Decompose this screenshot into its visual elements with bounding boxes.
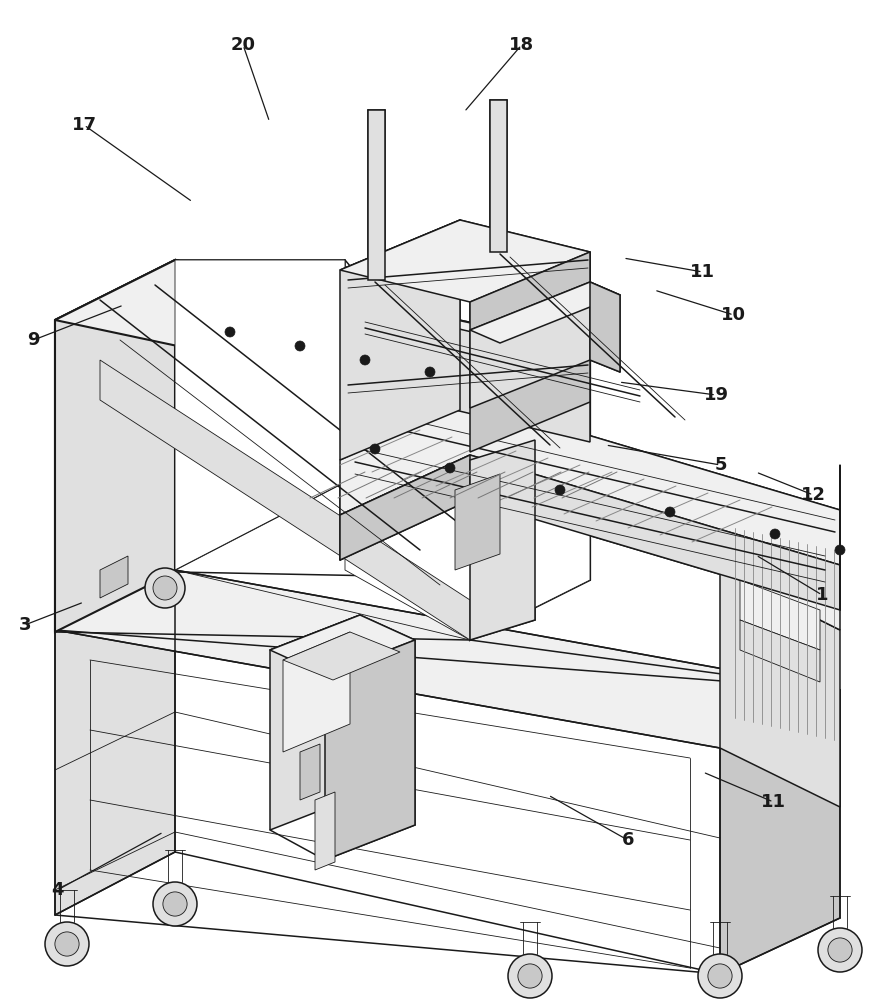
- Circle shape: [425, 367, 435, 377]
- Circle shape: [445, 463, 455, 473]
- Polygon shape: [300, 744, 320, 800]
- Circle shape: [828, 938, 852, 962]
- Polygon shape: [100, 360, 470, 640]
- Polygon shape: [340, 455, 470, 560]
- Polygon shape: [55, 570, 175, 915]
- Polygon shape: [470, 282, 620, 343]
- Polygon shape: [100, 556, 128, 598]
- Polygon shape: [55, 260, 590, 408]
- Circle shape: [818, 928, 862, 972]
- Text: 1: 1: [816, 586, 828, 604]
- Circle shape: [698, 954, 742, 998]
- Polygon shape: [325, 640, 415, 860]
- Text: 4: 4: [51, 881, 64, 899]
- Polygon shape: [455, 474, 500, 570]
- Circle shape: [708, 964, 732, 988]
- Polygon shape: [283, 632, 400, 680]
- Polygon shape: [740, 580, 820, 650]
- Polygon shape: [55, 570, 840, 748]
- Circle shape: [835, 545, 845, 555]
- Text: 5: 5: [714, 456, 727, 474]
- Polygon shape: [340, 455, 840, 610]
- Polygon shape: [55, 260, 175, 632]
- Text: 11: 11: [761, 793, 786, 811]
- Circle shape: [770, 529, 780, 539]
- Circle shape: [45, 922, 89, 966]
- Polygon shape: [175, 260, 345, 570]
- Circle shape: [518, 964, 542, 988]
- Polygon shape: [470, 440, 535, 640]
- Polygon shape: [740, 620, 820, 682]
- Polygon shape: [270, 615, 415, 675]
- Polygon shape: [283, 632, 350, 752]
- Circle shape: [295, 341, 305, 351]
- Polygon shape: [340, 400, 840, 565]
- Text: 18: 18: [509, 36, 534, 54]
- Text: 19: 19: [704, 386, 728, 404]
- Circle shape: [153, 576, 177, 600]
- Polygon shape: [368, 110, 385, 280]
- Polygon shape: [340, 220, 590, 302]
- Text: 20: 20: [231, 36, 255, 54]
- Text: 11: 11: [690, 263, 715, 281]
- Circle shape: [163, 892, 187, 916]
- Polygon shape: [315, 792, 335, 870]
- Circle shape: [508, 954, 552, 998]
- Polygon shape: [270, 615, 360, 830]
- Text: 9: 9: [27, 331, 40, 349]
- Text: 17: 17: [72, 116, 96, 134]
- Circle shape: [55, 932, 79, 956]
- Text: 10: 10: [721, 306, 746, 324]
- Polygon shape: [470, 348, 590, 640]
- Text: 6: 6: [621, 831, 634, 849]
- Circle shape: [225, 327, 235, 337]
- Text: 3: 3: [19, 616, 31, 634]
- Polygon shape: [455, 328, 590, 442]
- Circle shape: [145, 568, 185, 608]
- Circle shape: [555, 485, 565, 495]
- Polygon shape: [490, 100, 507, 252]
- Polygon shape: [590, 282, 620, 372]
- Circle shape: [370, 444, 380, 454]
- Text: 12: 12: [801, 486, 826, 504]
- Polygon shape: [470, 252, 590, 452]
- Circle shape: [360, 355, 370, 365]
- Polygon shape: [720, 690, 840, 974]
- Circle shape: [153, 882, 197, 926]
- Polygon shape: [720, 570, 840, 807]
- Polygon shape: [345, 348, 590, 640]
- Polygon shape: [470, 282, 590, 408]
- Polygon shape: [340, 220, 460, 460]
- Polygon shape: [720, 510, 840, 630]
- Circle shape: [665, 507, 675, 517]
